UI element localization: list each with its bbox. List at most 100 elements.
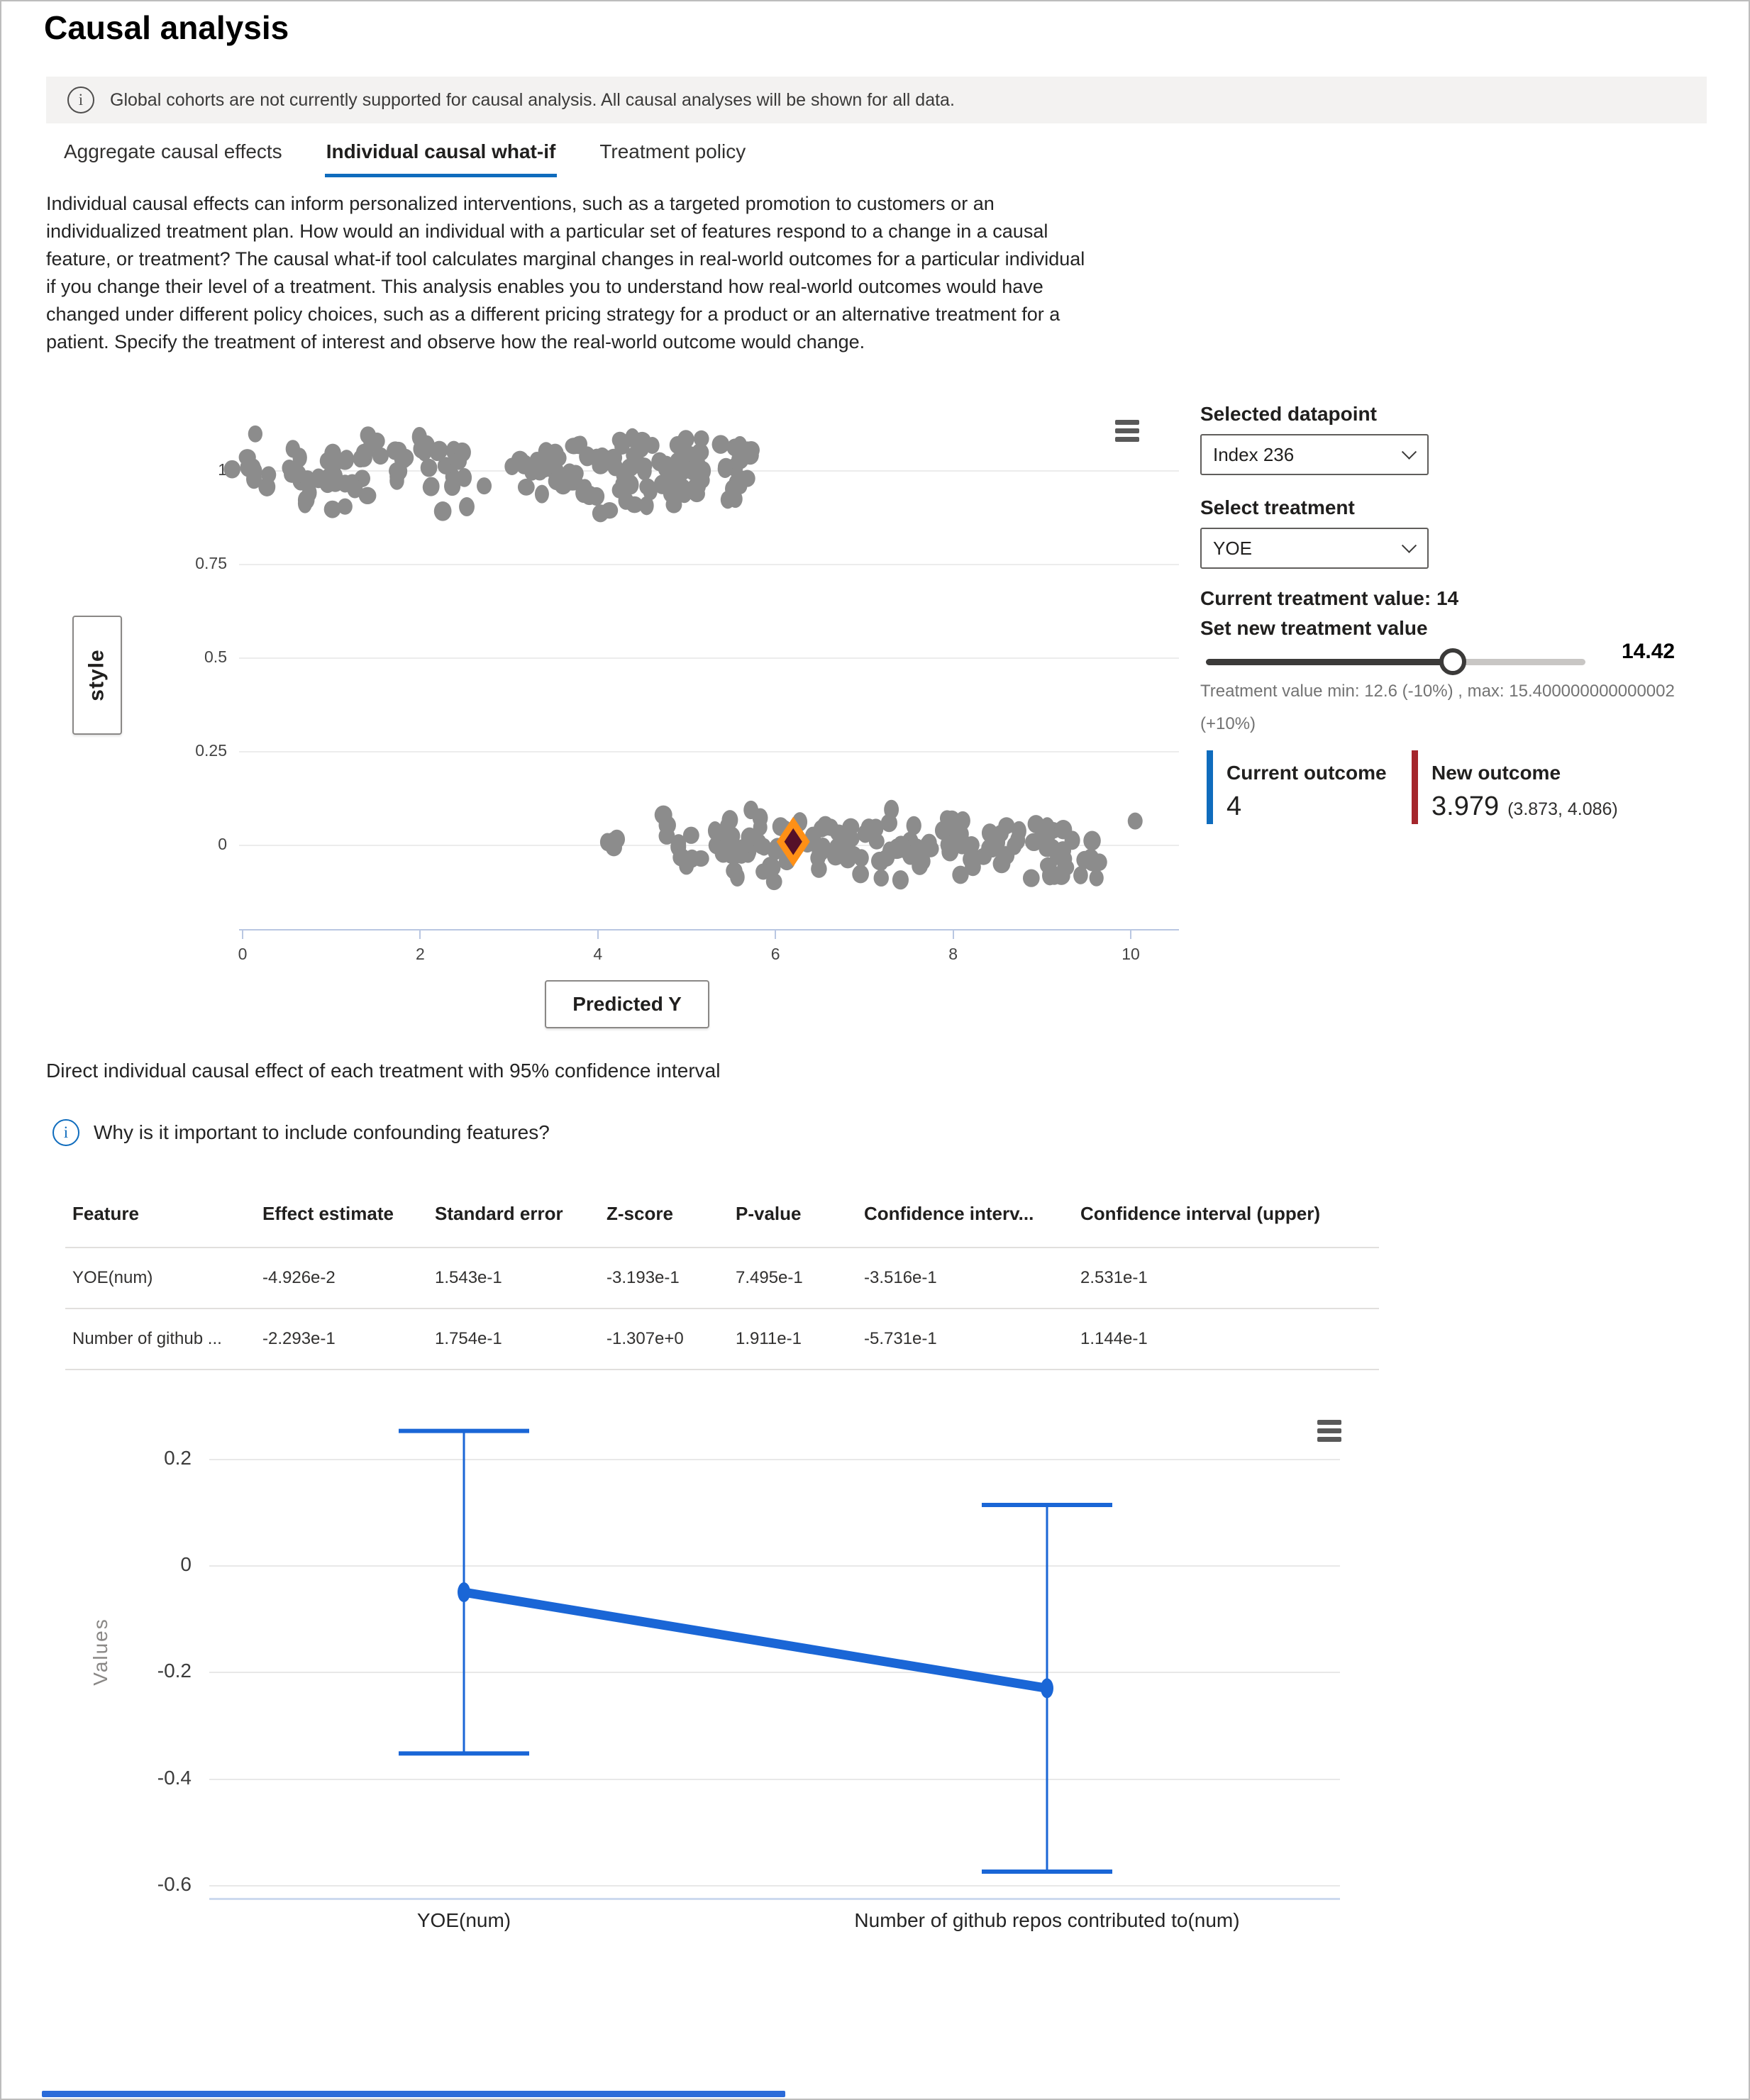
scatter-point[interactable] [842,818,860,835]
scatter-point[interactable] [534,484,549,504]
scatter-point[interactable] [757,838,772,856]
scatter-point[interactable] [1010,830,1026,850]
scatter-point[interactable] [328,452,343,472]
scatter-point[interactable] [358,487,377,505]
scatter-point[interactable] [258,477,276,496]
scatter-point[interactable] [607,457,624,477]
scatter-point[interactable] [733,845,750,864]
scatter-point[interactable] [601,501,619,519]
scatter-point[interactable] [913,852,931,871]
horizontal-scrollbar-thumb[interactable] [42,2091,785,2097]
confounding-info-link[interactable]: Why is it important to include confoundi… [52,1119,550,1146]
error-chart-menu-icon[interactable] [1317,1420,1341,1442]
scatter-point[interactable] [990,832,1006,852]
scatter-point[interactable] [457,468,472,487]
scatter-point[interactable] [285,440,300,458]
scatter-point[interactable] [1083,830,1101,851]
scatter-point[interactable] [300,472,317,492]
scatter-point[interactable] [670,452,687,470]
scatter-point[interactable] [853,849,869,867]
scatter-point[interactable] [450,452,467,470]
scatter-point[interactable] [1041,865,1058,886]
scatter-point[interactable] [672,848,691,867]
scatter-point[interactable] [420,458,438,477]
scatter-point[interactable] [323,500,341,518]
scatter-point[interactable] [548,472,566,491]
scatter-point[interactable] [626,496,643,513]
scatter-point[interactable] [813,819,830,838]
col-header-feature[interactable]: Feature [72,1203,139,1224]
scatter-point[interactable] [444,476,461,496]
scatter-point[interactable] [896,838,911,858]
scatter-point[interactable] [477,477,492,495]
scatter-point[interactable] [707,821,722,840]
scatter-point[interactable] [829,838,846,857]
scatter-point[interactable] [965,857,981,877]
treatment-slider[interactable] [1206,648,1585,675]
scatter-point[interactable] [998,817,1015,835]
scatter-point[interactable] [347,479,363,499]
col-header-ci-upper[interactable]: Confidence interval (upper) [1080,1203,1321,1224]
scatter-point[interactable] [873,854,889,872]
scatter-point[interactable] [353,450,368,468]
effect-point[interactable] [458,1582,470,1603]
scatter-point[interactable] [223,460,240,479]
scatter-point[interactable] [392,462,408,481]
col-header-standard-error[interactable]: Standard error [435,1203,563,1224]
scatter-point[interactable] [570,435,587,455]
scatter-point[interactable] [632,438,649,458]
y-axis-style-button[interactable]: style [72,616,122,735]
scatter-point[interactable] [682,826,699,844]
scatter-point[interactable] [546,447,562,465]
scatter-point[interactable] [1022,869,1040,887]
scatter-point[interactable] [725,827,741,845]
tab-treatment-policy[interactable]: Treatment policy [599,140,746,162]
scatter-point[interactable] [765,873,782,891]
scatter-point[interactable] [1054,841,1072,860]
scatter-point[interactable] [611,482,628,499]
scatter-point[interactable] [943,810,960,829]
scatter-point[interactable] [504,457,520,475]
scatter-point[interactable] [636,461,652,479]
scatter-point[interactable] [755,863,771,880]
scatter-point[interactable] [922,840,939,857]
scatter-point[interactable] [693,430,709,448]
scatter-point[interactable] [728,489,743,509]
scatter-point[interactable] [360,426,377,445]
scatter-point[interactable] [940,835,956,855]
scatter-point[interactable] [868,833,885,850]
scatter-point[interactable] [238,449,256,466]
scatter-point[interactable] [726,862,743,879]
scatter-point[interactable] [952,865,969,884]
tab-aggregate-causal-effects[interactable]: Aggregate causal effects [64,140,282,162]
scatter-point[interactable] [810,849,826,867]
scatter-point[interactable] [1054,820,1073,840]
scatter-menu-icon[interactable] [1115,420,1139,442]
scatter-point[interactable] [1089,869,1104,887]
tab-individual-causal-what-if[interactable]: Individual causal what-if [324,140,557,177]
scatter-point[interactable] [743,800,759,820]
scatter-point[interactable] [411,426,427,447]
scatter-point[interactable] [906,816,921,835]
scatter-point[interactable] [733,470,751,489]
scatter-point[interactable] [605,838,622,857]
scatter-point[interactable] [671,834,687,853]
scatter-point[interactable] [422,478,440,496]
scatter-point[interactable] [433,501,452,521]
scatter-point[interactable] [390,441,407,459]
treatment-dropdown[interactable]: YOE [1200,528,1429,569]
scatter-point[interactable] [437,457,455,474]
scatter-point[interactable] [297,490,315,510]
scatter-point[interactable] [873,869,889,887]
scatter-point[interactable] [658,816,676,835]
scatter-point[interactable] [994,853,1009,871]
scatter-point[interactable] [677,484,692,504]
scatter-point[interactable] [639,496,654,516]
scatter-point[interactable] [663,484,681,504]
scatter-point[interactable] [248,425,263,443]
scatter-point[interactable] [588,487,605,506]
scatter-point[interactable] [742,440,760,460]
scatter-point[interactable] [892,870,909,890]
scatter-point[interactable] [1127,812,1143,830]
scatter-point[interactable] [1073,866,1088,884]
